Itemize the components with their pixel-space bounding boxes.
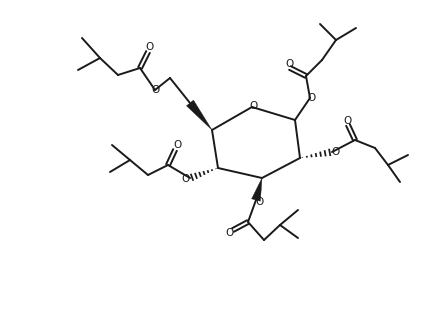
Text: O: O — [151, 85, 159, 95]
Polygon shape — [187, 100, 212, 130]
Text: O: O — [249, 101, 257, 111]
Text: O: O — [256, 197, 264, 207]
Text: O: O — [225, 228, 233, 238]
Text: O: O — [182, 174, 190, 184]
Text: O: O — [343, 116, 351, 126]
Text: O: O — [145, 42, 153, 52]
Text: O: O — [307, 93, 315, 103]
Polygon shape — [252, 178, 262, 201]
Text: O: O — [173, 140, 181, 150]
Text: O: O — [332, 147, 340, 157]
Text: O: O — [285, 59, 293, 69]
